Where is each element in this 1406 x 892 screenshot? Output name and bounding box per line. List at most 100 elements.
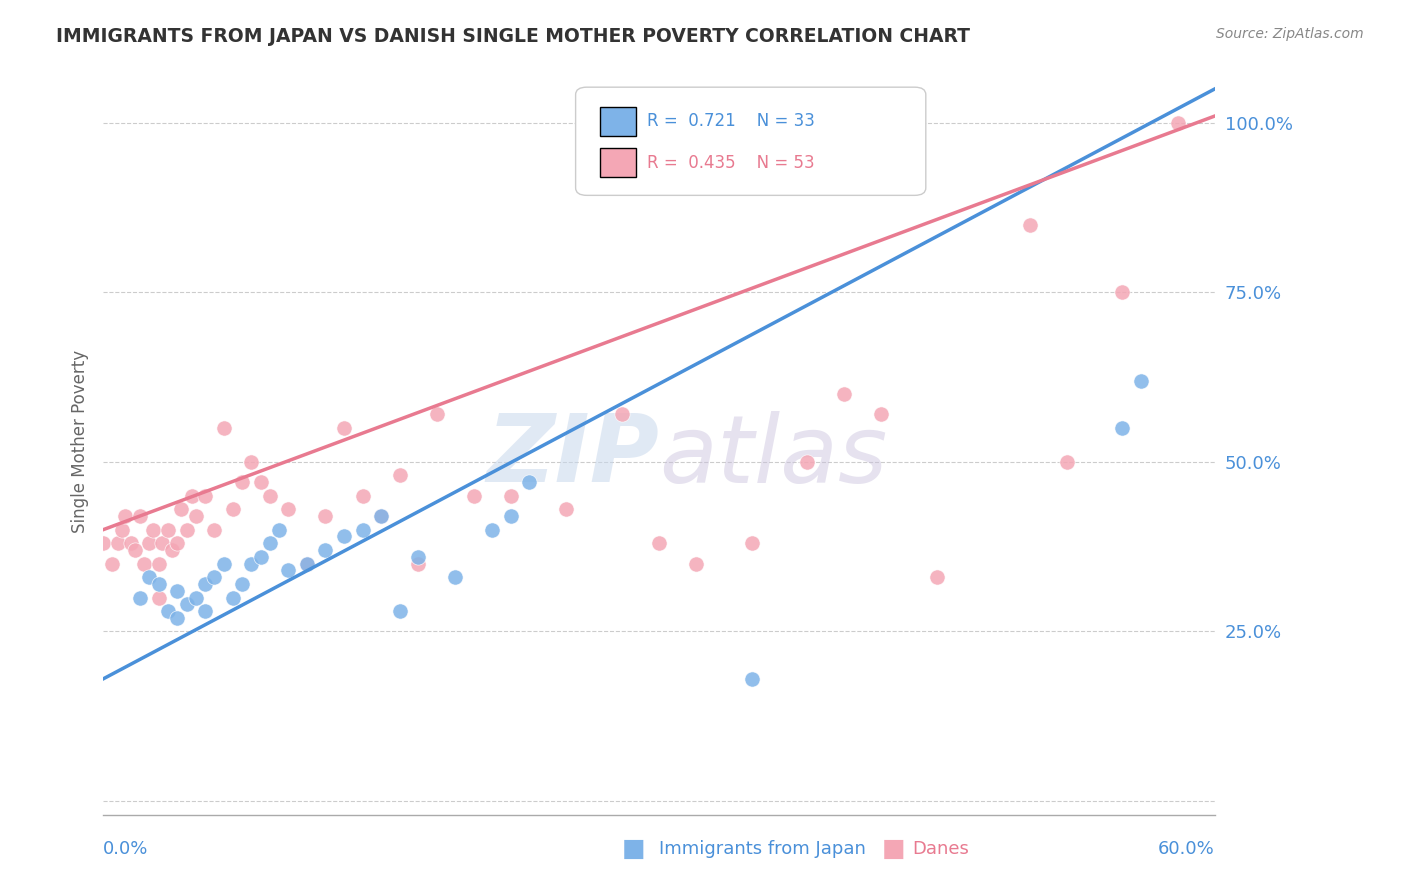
Point	[111, 523, 134, 537]
Point	[240, 557, 263, 571]
Point	[212, 421, 235, 435]
Point	[406, 557, 429, 571]
Point	[1056, 455, 1078, 469]
Point	[259, 536, 281, 550]
Point	[212, 557, 235, 571]
Point	[160, 543, 183, 558]
Point	[1111, 285, 1133, 300]
Point	[499, 509, 522, 524]
FancyBboxPatch shape	[600, 148, 636, 177]
Point	[870, 408, 893, 422]
Point	[166, 583, 188, 598]
Point	[129, 591, 152, 605]
Point	[333, 421, 356, 435]
Point	[152, 536, 174, 550]
Text: Source: ZipAtlas.com: Source: ZipAtlas.com	[1216, 27, 1364, 41]
Text: Immigrants from Japan: Immigrants from Japan	[659, 840, 866, 858]
Point	[555, 502, 578, 516]
Point	[499, 489, 522, 503]
Point	[120, 536, 142, 550]
Text: ■: ■	[621, 838, 645, 861]
Point	[107, 536, 129, 550]
Point	[741, 536, 763, 550]
Point	[517, 475, 540, 490]
Point	[314, 509, 336, 524]
Point	[648, 536, 671, 550]
Point	[124, 543, 146, 558]
Text: Danes: Danes	[912, 840, 969, 858]
Point	[194, 577, 217, 591]
Point	[269, 523, 291, 537]
Point	[148, 577, 170, 591]
Point	[240, 455, 263, 469]
Point	[231, 577, 253, 591]
Point	[166, 611, 188, 625]
Point	[176, 523, 198, 537]
Point	[333, 529, 356, 543]
Point	[181, 489, 204, 503]
Point	[610, 408, 633, 422]
Point	[202, 523, 225, 537]
Point	[1167, 116, 1189, 130]
Point	[352, 523, 374, 537]
Point	[194, 604, 217, 618]
Point	[370, 509, 392, 524]
Point	[222, 591, 245, 605]
Point	[295, 557, 318, 571]
Point	[249, 549, 271, 564]
FancyBboxPatch shape	[575, 87, 925, 195]
Point	[231, 475, 253, 490]
Point	[406, 549, 429, 564]
Point	[129, 509, 152, 524]
Point	[481, 523, 503, 537]
Point	[138, 570, 160, 584]
Point	[249, 475, 271, 490]
Point	[388, 604, 411, 618]
Text: ZIP: ZIP	[486, 410, 659, 502]
Text: R =  0.435    N = 53: R = 0.435 N = 53	[647, 153, 814, 171]
Point	[295, 557, 318, 571]
Point	[388, 468, 411, 483]
Point	[1129, 374, 1152, 388]
Point	[91, 536, 114, 550]
Point	[426, 408, 449, 422]
Point	[101, 557, 124, 571]
Point	[685, 557, 707, 571]
Point	[832, 387, 855, 401]
Point	[202, 570, 225, 584]
Point	[156, 523, 179, 537]
Point	[148, 557, 170, 571]
Text: atlas: atlas	[659, 411, 887, 502]
Text: IMMIGRANTS FROM JAPAN VS DANISH SINGLE MOTHER POVERTY CORRELATION CHART: IMMIGRANTS FROM JAPAN VS DANISH SINGLE M…	[56, 27, 970, 45]
Point	[184, 591, 207, 605]
Text: R =  0.721    N = 33: R = 0.721 N = 33	[647, 112, 814, 130]
Point	[741, 672, 763, 686]
Point	[314, 543, 336, 558]
Point	[148, 591, 170, 605]
Y-axis label: Single Mother Poverty: Single Mother Poverty	[72, 350, 89, 533]
Point	[463, 489, 485, 503]
Point	[444, 570, 467, 584]
Point	[1111, 421, 1133, 435]
Point	[277, 502, 299, 516]
Point	[352, 489, 374, 503]
Point	[222, 502, 245, 516]
Point	[194, 489, 217, 503]
Point	[925, 570, 948, 584]
Point	[259, 489, 281, 503]
Point	[796, 455, 818, 469]
Text: 0.0%: 0.0%	[103, 840, 149, 858]
Point	[170, 502, 193, 516]
Point	[138, 536, 160, 550]
Point	[166, 536, 188, 550]
Point	[1018, 218, 1040, 232]
Point	[184, 509, 207, 524]
Text: 60.0%: 60.0%	[1159, 840, 1215, 858]
Point	[277, 563, 299, 577]
Point	[114, 509, 136, 524]
Point	[176, 597, 198, 611]
Text: ■: ■	[882, 838, 905, 861]
Point	[132, 557, 155, 571]
Point	[142, 523, 165, 537]
FancyBboxPatch shape	[600, 107, 636, 136]
